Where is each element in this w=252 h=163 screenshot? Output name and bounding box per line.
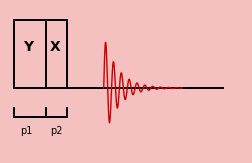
Text: X: X bbox=[50, 40, 60, 54]
Text: p2: p2 bbox=[50, 126, 62, 135]
Text: Y: Y bbox=[23, 40, 33, 54]
Text: p1: p1 bbox=[20, 126, 33, 135]
